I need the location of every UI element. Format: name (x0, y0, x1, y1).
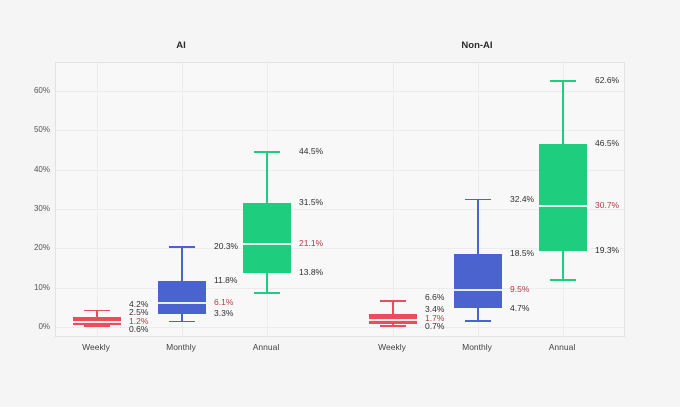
whisker-cap-high (254, 151, 280, 153)
y-tick-label: 30% (33, 204, 50, 213)
panel-title: AI (176, 40, 186, 51)
value-label: 3.3% (214, 308, 234, 319)
y-gridline (56, 209, 626, 210)
value-label: 4.7% (510, 302, 530, 313)
x-tick-label: Monthly (462, 342, 492, 352)
whisker-cap-high (84, 309, 110, 312)
whisker-cap-low (465, 320, 491, 322)
median-value-label: 6.1% (214, 297, 234, 307)
whisker-cap-low (169, 320, 195, 323)
y-tick-label: 60% (33, 86, 50, 95)
y-gridline (56, 248, 626, 250)
panel-title: Non-AI (461, 40, 493, 51)
box (369, 313, 417, 325)
value-label: 0.6% (129, 324, 149, 335)
whisker-cap-low (254, 292, 280, 294)
median-value-label: 9.5% (510, 283, 530, 294)
y-tick-label: 0% (38, 322, 50, 331)
y-tick-label: 20% (33, 243, 50, 253)
value-label: 32.4% (510, 193, 535, 204)
median-line (369, 319, 417, 322)
whisker-cap-high (465, 198, 491, 201)
plot-area (55, 62, 626, 338)
y-gridline (56, 287, 626, 289)
value-label: 4.2% (129, 298, 149, 309)
value-label: 19.3% (595, 245, 620, 256)
box (454, 254, 502, 309)
y-gridline (56, 91, 626, 92)
value-label: 13.8% (299, 266, 324, 277)
median-line (158, 302, 206, 304)
box (243, 203, 291, 273)
x-gridline (393, 63, 394, 338)
x-gridline (182, 63, 183, 338)
y-tick-label: 50% (33, 125, 50, 135)
whisker (392, 301, 394, 327)
y-tick-label: 40% (33, 164, 50, 174)
x-tick-label: Monthly (166, 342, 196, 352)
value-label: 11.8% (214, 274, 238, 285)
box (539, 144, 587, 252)
y-gridline (56, 130, 626, 132)
value-label: 46.5% (595, 138, 620, 149)
whisker-cap-high (550, 80, 576, 82)
y-tick-label: 10% (33, 282, 50, 292)
value-label: 31.5% (299, 197, 324, 208)
median-value-label: 21.1% (299, 238, 324, 248)
median-line (73, 321, 121, 324)
value-label: 2.5% (129, 307, 149, 318)
x-gridline (97, 63, 98, 338)
value-label: 44.5% (299, 145, 324, 156)
value-label: 62.6% (595, 74, 620, 85)
median-line (539, 205, 587, 208)
whisker-cap-high (380, 300, 406, 302)
whisker-cap-high (169, 246, 195, 248)
median-line (243, 243, 291, 245)
y-gridline (56, 169, 626, 171)
whisker-cap-low (380, 325, 406, 327)
x-tick-label: Annual (548, 342, 576, 352)
y-gridline (56, 327, 626, 328)
value-label: 3.4% (425, 304, 445, 315)
x-tick-label: Annual (252, 342, 280, 352)
box (158, 280, 206, 314)
value-label: 6.6% (425, 291, 445, 302)
x-tick-label: Weekly (82, 342, 110, 352)
whisker-cap-low (84, 325, 110, 327)
value-label: 18.5% (510, 248, 535, 259)
x-tick-label: Weekly (378, 342, 406, 352)
value-label: 0.7% (425, 321, 445, 332)
median-line (454, 288, 502, 291)
median-value-label: 1.2% (129, 315, 149, 326)
median-value-label: 1.7% (425, 312, 445, 323)
median-value-label: 30.7% (595, 200, 620, 211)
box (73, 317, 121, 325)
value-label: 20.3% (214, 241, 239, 252)
whisker-cap-low (550, 279, 576, 281)
